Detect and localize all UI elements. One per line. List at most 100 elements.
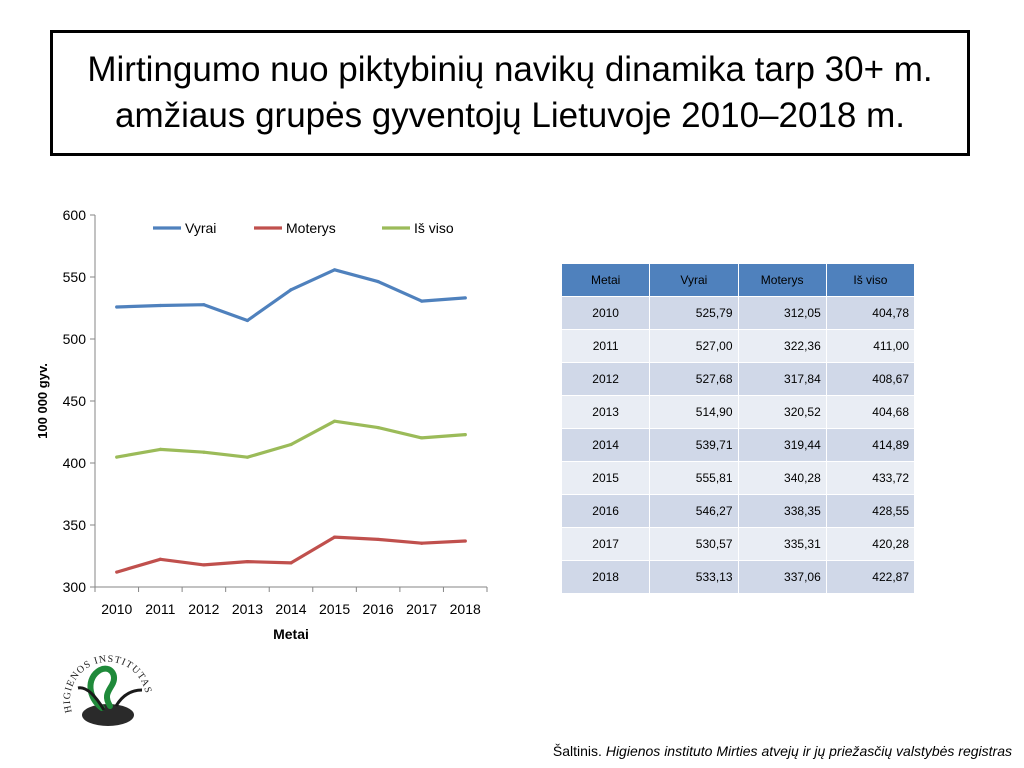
table-cell: 338,35 — [737, 494, 827, 528]
table-cell: 404,78 — [825, 296, 916, 330]
table-header-2: Moterys — [737, 263, 827, 297]
series-line-Iš viso — [115, 419, 467, 459]
table-header-1: Vyrai — [649, 263, 739, 297]
data-point — [376, 425, 380, 430]
data-point — [289, 561, 293, 565]
table-cell: 414,89 — [825, 428, 916, 462]
table-cell: 555,81 — [649, 461, 739, 495]
data-point — [376, 280, 380, 284]
legend-label: Moterys — [286, 220, 336, 236]
data-point — [202, 450, 206, 454]
table-cell: 2014 — [560, 428, 651, 462]
table-cell: 530,57 — [649, 527, 739, 561]
table-cell: 340,28 — [737, 461, 827, 495]
x-tick-label: 2011 — [145, 601, 175, 617]
y-tick-label: 350 — [63, 517, 87, 533]
y-tick-label: 550 — [63, 269, 87, 285]
table-cell: 312,05 — [737, 296, 827, 330]
table-cell: 539,71 — [649, 428, 739, 462]
x-tick-label: 2013 — [232, 601, 263, 617]
table-cell: 335,31 — [737, 527, 827, 561]
table-row: 2013 514,90 320,52 404,68 — [560, 395, 916, 429]
title-box: Mirtingumo nuo piktybinių navikų dinamik… — [50, 30, 970, 156]
data-point — [420, 436, 424, 440]
table-row: 2018 533,13 337,06 422,87 — [560, 560, 916, 594]
data-point — [332, 419, 337, 423]
data-point — [420, 299, 424, 303]
data-point — [332, 535, 337, 539]
table-row: 2015 555,81 340,28 433,72 — [560, 461, 916, 495]
source-note: Šaltinis. Higienos instituto Mirties atv… — [553, 743, 1012, 759]
y-tick-label: 300 — [63, 579, 87, 595]
table-cell: 404,68 — [825, 395, 916, 429]
table-cell: 319,44 — [737, 428, 827, 462]
x-tick-label: 2012 — [188, 601, 219, 617]
table-row: 2016 546,27 338,35 428,55 — [560, 494, 916, 528]
series-line-Vyrai — [115, 268, 467, 323]
data-point — [463, 296, 467, 300]
table-cell: 2016 — [560, 494, 651, 528]
data-point — [158, 557, 162, 561]
data-point — [115, 570, 119, 574]
data-point — [245, 559, 250, 564]
table-cell: 525,79 — [649, 296, 739, 330]
table-cell: 2011 — [560, 329, 651, 363]
data-point — [420, 541, 424, 545]
data-point — [115, 455, 119, 459]
higienos-institutas-logo: HIGIENOS INSTITUTAS — [62, 654, 153, 726]
y-tick-label: 450 — [63, 393, 87, 409]
table-cell: 322,36 — [737, 329, 827, 363]
table-cell: 527,68 — [649, 362, 739, 396]
table-header-3: Iš viso — [825, 263, 916, 297]
x-tick-label: 2018 — [450, 601, 481, 617]
data-point — [202, 563, 206, 567]
table-cell: 2013 — [560, 395, 651, 429]
table-cell: 428,55 — [825, 494, 916, 528]
table-header-row: Metai Vyrai Moterys Iš viso — [560, 263, 916, 297]
table-cell: 2015 — [560, 461, 651, 495]
table-body: 2010 525,79 312,05 404,78 2011 527,00 322,36 41… — [560, 296, 916, 594]
table-cell: 2012 — [560, 362, 651, 396]
data-point — [115, 305, 119, 309]
x-tick-label: 2016 — [363, 601, 394, 617]
table-cell: 2017 — [560, 527, 651, 561]
data-point — [463, 433, 467, 437]
series-line-Moterys — [115, 535, 467, 574]
table-cell: 527,00 — [649, 329, 739, 363]
table-cell: 533,13 — [649, 560, 739, 594]
source-text: Higienos instituto Mirties atvejų ir jų … — [605, 743, 1012, 759]
data-table: Metai Vyrai Moterys Iš viso 2010 525,79 312,0… — [560, 263, 916, 594]
data-point — [332, 268, 337, 272]
table-cell: 546,27 — [649, 494, 739, 528]
table-row: 2010 525,79 312,05 404,78 — [560, 296, 916, 330]
table-cell: 337,06 — [737, 560, 827, 594]
y-tick-label: 400 — [63, 455, 87, 471]
x-axis-title: Metai — [273, 626, 309, 642]
y-tick-label: 600 — [63, 207, 87, 223]
table-cell: 2010 — [560, 296, 651, 330]
table-row: 2017 530,57 335,31 420,28 — [560, 527, 916, 561]
y-axis-title: 100 000 gyv. — [35, 363, 50, 439]
table-row: 2011 527,00 322,36 411,00 — [560, 329, 916, 363]
data-point — [289, 288, 293, 292]
table-header-0: Metai — [560, 263, 651, 297]
table-cell: 433,72 — [825, 461, 916, 495]
y-tick-label: 500 — [63, 331, 87, 347]
table-row: 2012 527,68 317,84 408,67 — [560, 362, 916, 396]
data-point — [245, 455, 250, 459]
source-prefix: Šaltinis. — [552, 743, 606, 759]
table-cell: 320,52 — [737, 395, 827, 429]
legend-label: Vyrai — [185, 220, 216, 236]
table-row: 2014 539,71 319,44 414,89 — [560, 428, 916, 462]
table-cell: 514,90 — [649, 395, 739, 429]
data-point — [245, 318, 250, 323]
data-point — [158, 303, 162, 308]
data-point — [158, 447, 162, 451]
table-cell: 422,87 — [825, 560, 916, 594]
table-cell: 420,28 — [825, 527, 916, 561]
data-point — [202, 303, 206, 307]
x-tick-label: 2010 — [101, 601, 132, 617]
data-point — [463, 539, 467, 543]
page-title: Mirtingumo nuo piktybinių navikų dinamik… — [87, 50, 933, 135]
